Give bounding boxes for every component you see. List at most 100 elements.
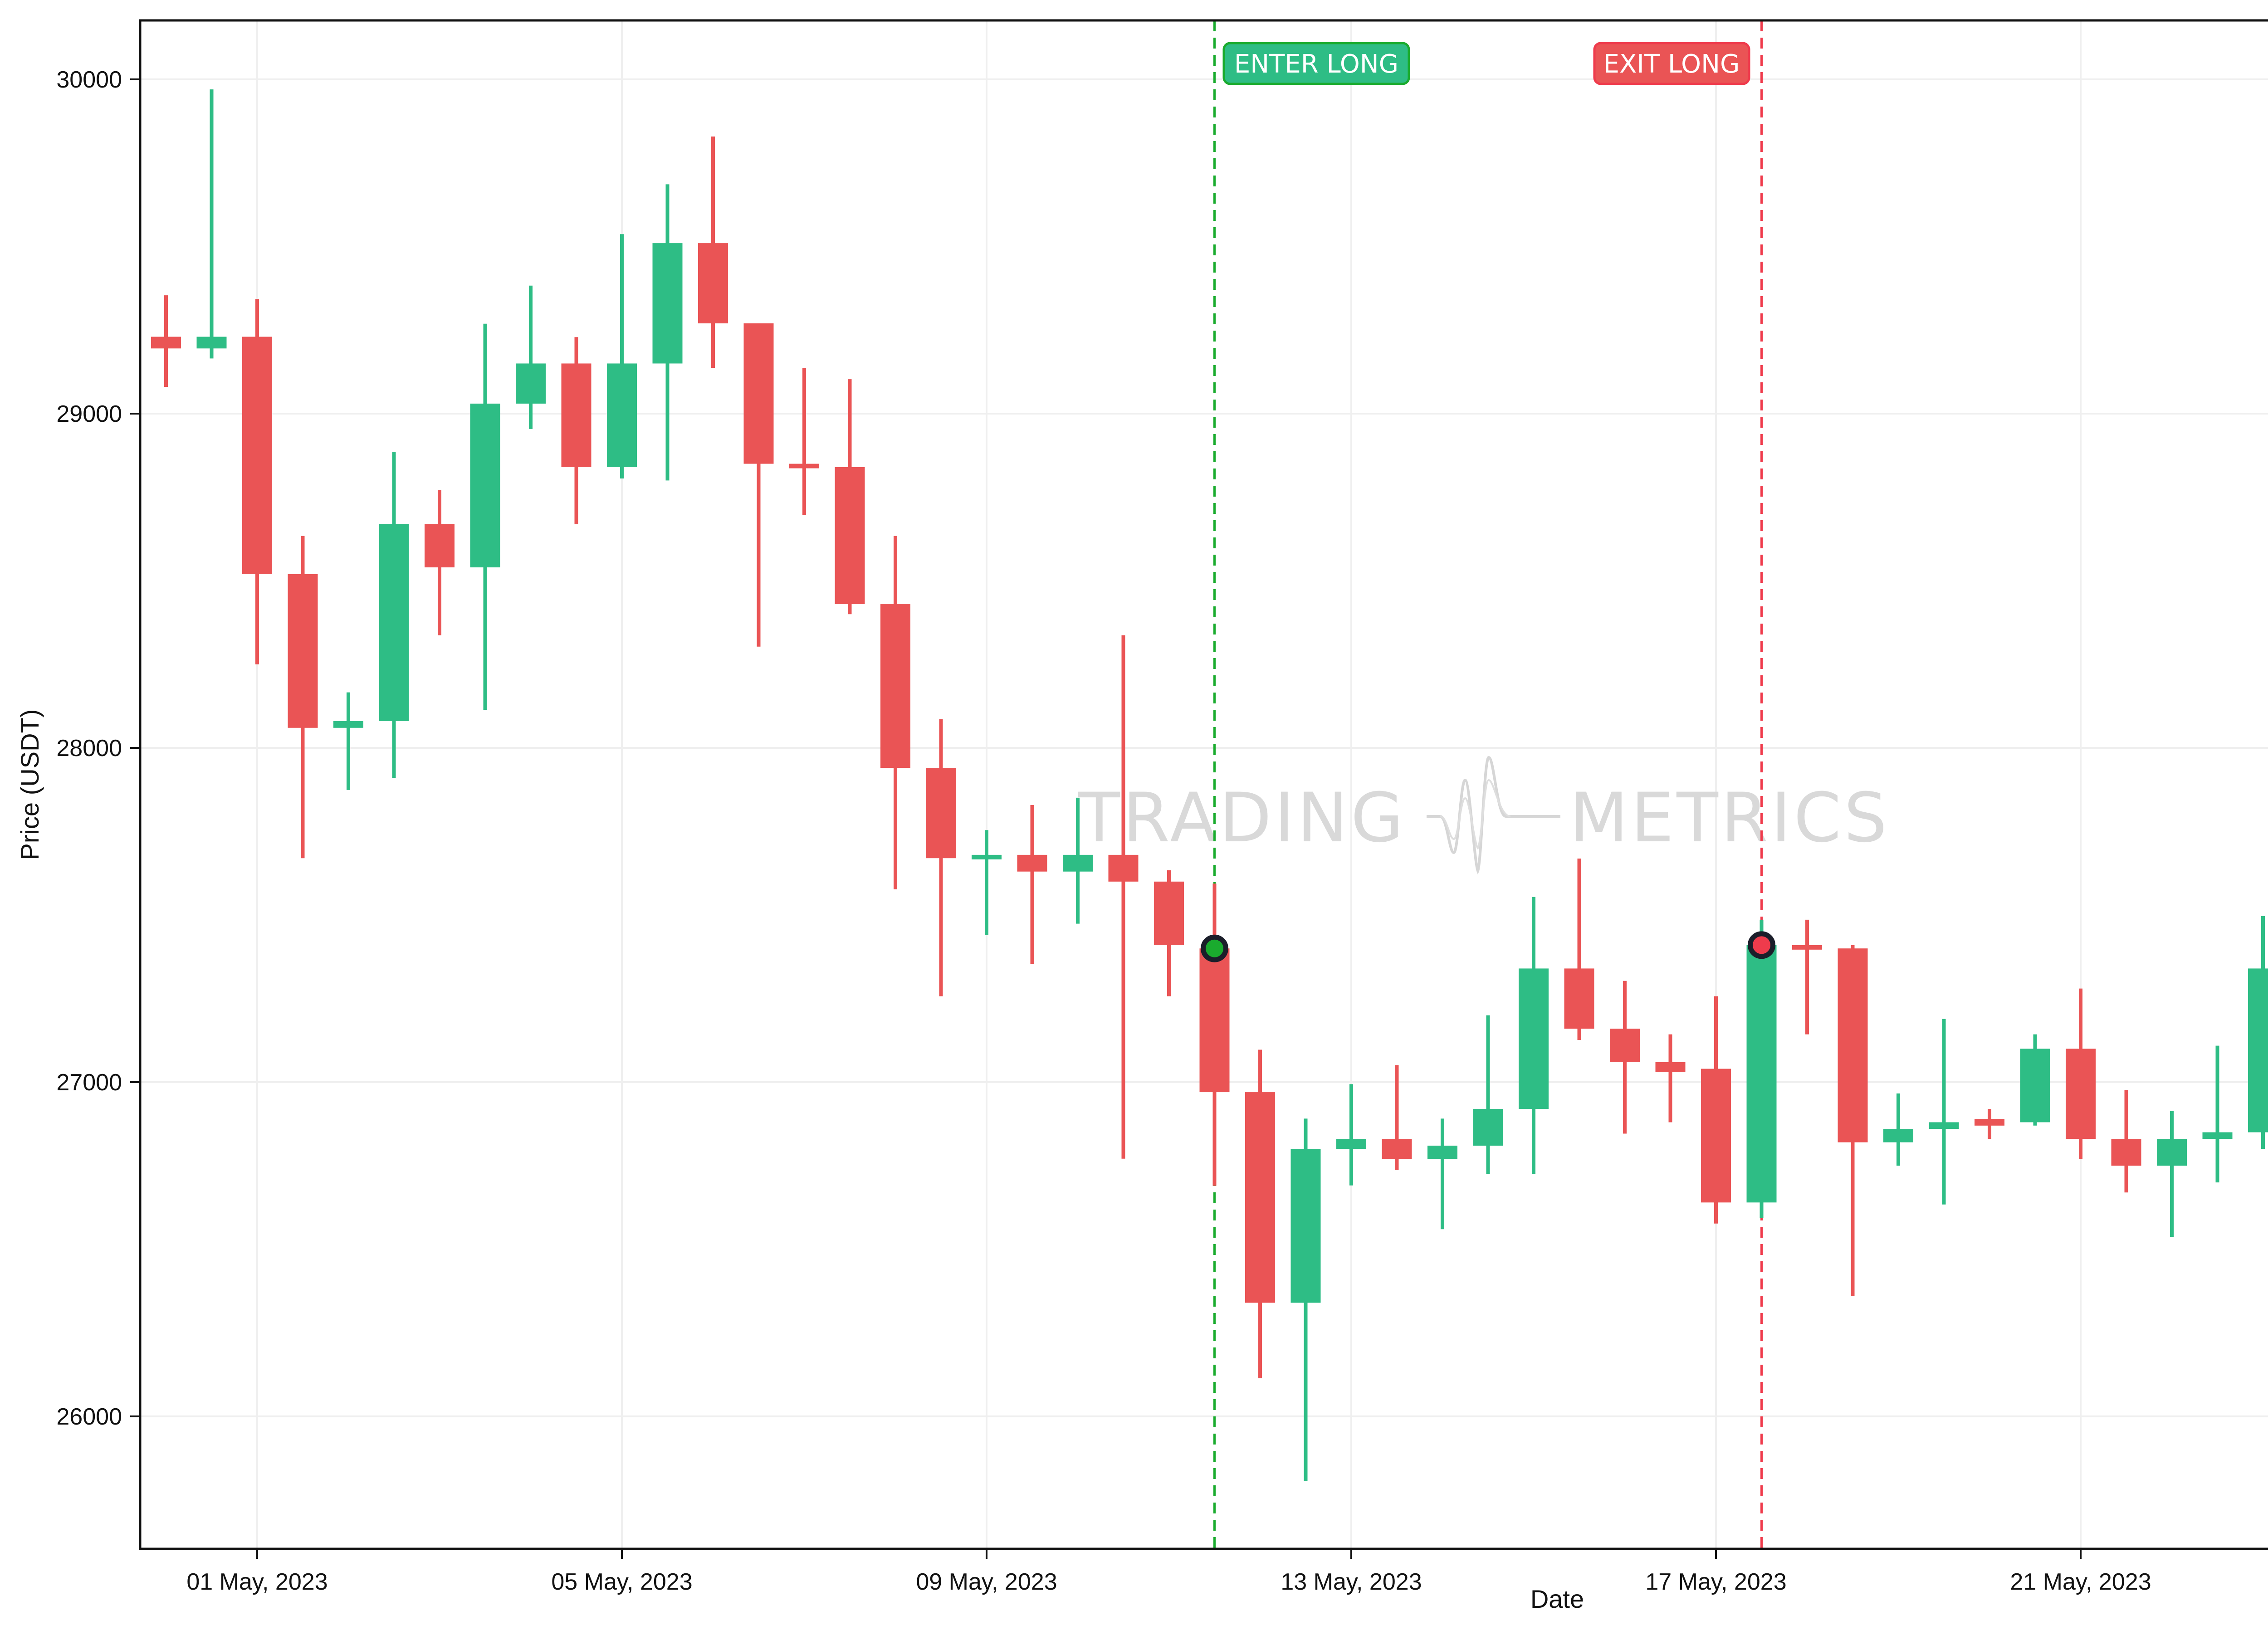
candle-body — [1746, 945, 1777, 1203]
candle — [652, 184, 683, 481]
candle-body — [972, 854, 1002, 859]
candle-body — [242, 337, 272, 574]
candle-body — [652, 243, 683, 364]
candle-body — [1838, 948, 1868, 1142]
candle-body — [561, 363, 591, 467]
candle-body — [1564, 968, 1594, 1029]
candle — [1473, 1015, 1503, 1174]
candle — [1746, 919, 1777, 1218]
waveform-icon-inner — [1440, 779, 1511, 850]
candle — [926, 719, 956, 996]
signal-markers — [1201, 931, 1775, 962]
candle — [1838, 945, 1868, 1296]
candle — [1336, 1084, 1366, 1186]
candle-body — [607, 363, 637, 467]
candle-body — [1610, 1029, 1640, 1062]
candle-body — [1655, 1062, 1686, 1072]
plot-frame — [139, 19, 2268, 1550]
candle-body — [743, 323, 774, 464]
signal-lines — [1213, 20, 1763, 1549]
candle-body — [1063, 854, 1093, 872]
exit-marker-icon — [1748, 931, 1775, 959]
candle — [470, 323, 500, 710]
exit-long-label: EXIT LONG — [1603, 49, 1740, 79]
candle — [1883, 1093, 1913, 1166]
candle — [1975, 1108, 2004, 1139]
candle — [1108, 635, 1139, 1159]
candle-body — [196, 337, 227, 349]
enter-marker-icon — [1201, 934, 1228, 962]
signal-labels: ENTER LONG EXIT LONG — [1222, 42, 1750, 85]
candle-body — [1199, 948, 1230, 1093]
candle-body — [2248, 968, 2268, 1132]
y-tick-label: 27000 — [56, 1069, 122, 1096]
waveform-icon — [1427, 756, 1560, 875]
candle — [516, 285, 546, 429]
candle — [1427, 1118, 1457, 1230]
candle-body — [698, 243, 728, 324]
candle — [698, 137, 728, 368]
candle — [379, 452, 409, 778]
enter-long-label: ENTER LONG — [1234, 49, 1398, 79]
candle — [1792, 919, 1822, 1035]
watermark-text-right: METRICS — [1569, 779, 1890, 858]
candle-body — [1382, 1139, 1412, 1159]
candle-body — [2066, 1049, 2096, 1139]
x-tick-label: 21 May, 2023 — [2010, 1569, 2151, 1595]
candle — [151, 295, 181, 387]
candle-body — [2020, 1049, 2050, 1123]
candle — [1610, 981, 1640, 1134]
candle — [1199, 883, 1230, 1186]
candle — [1063, 797, 1093, 924]
candle — [1701, 996, 1731, 1224]
y-tick-label: 26000 — [56, 1404, 122, 1430]
candle — [1290, 1118, 1321, 1481]
candle-body — [2111, 1139, 2141, 1166]
candle-body — [789, 464, 819, 469]
candle — [1154, 870, 1184, 996]
candle-body — [151, 337, 181, 349]
axes: 26000 27000 28000 29000 30000 01 May, 2023 05 … — [56, 67, 2151, 1595]
candle — [2020, 1034, 2050, 1126]
candle — [2202, 1045, 2233, 1183]
x-axis-title: Date — [1530, 1585, 1584, 1613]
candle-body — [1975, 1119, 2004, 1126]
candle-body — [333, 721, 363, 728]
y-axis-title: Price (USDT) — [15, 709, 44, 860]
candle-body — [1336, 1139, 1366, 1149]
x-tick-label: 13 May, 2023 — [1281, 1569, 1422, 1595]
candle-body — [288, 574, 318, 728]
candle — [1519, 897, 1549, 1174]
candle-body — [2202, 1132, 2233, 1139]
candle-body — [425, 524, 455, 568]
x-tick-label: 17 May, 2023 — [1645, 1569, 1786, 1595]
candle — [1929, 1019, 1959, 1205]
candle — [743, 323, 774, 647]
candle-body — [1154, 881, 1184, 945]
candle-body — [1290, 1149, 1321, 1303]
candle — [880, 536, 910, 889]
candle — [972, 830, 1002, 935]
candle-body — [1245, 1092, 1275, 1303]
candle — [2111, 1089, 2141, 1193]
candle-body — [516, 363, 546, 404]
candle-body — [1883, 1129, 1913, 1142]
candle — [789, 368, 819, 515]
exit-long-badge: EXIT LONG — [1593, 42, 1750, 85]
candle-body — [1017, 854, 1047, 872]
candle — [835, 379, 865, 615]
candle — [1655, 1034, 1686, 1123]
y-tick-label: 29000 — [56, 401, 122, 427]
candle — [1382, 1065, 1412, 1170]
candle-body — [880, 604, 910, 768]
candle-body — [1427, 1146, 1457, 1159]
candle-body — [1473, 1108, 1503, 1146]
candle — [333, 692, 363, 790]
candles — [151, 89, 2268, 1481]
enter-long-badge: ENTER LONG — [1222, 42, 1410, 85]
x-tick-label: 09 May, 2023 — [916, 1569, 1057, 1595]
candle — [2248, 916, 2268, 1149]
candle — [288, 536, 318, 859]
